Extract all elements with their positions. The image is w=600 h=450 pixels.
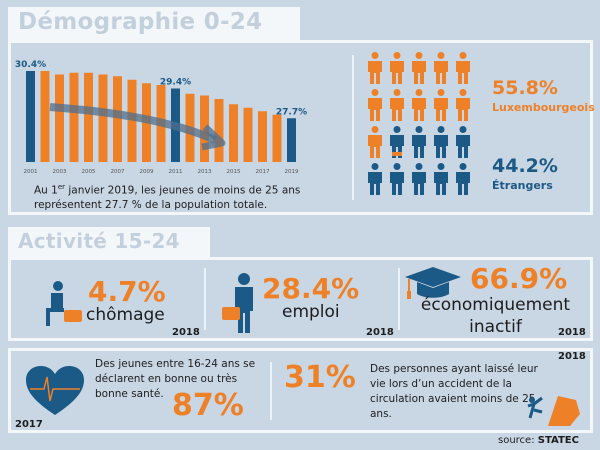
divider [352,55,354,200]
tick-label-2003: 2003 [53,169,67,175]
luxembourgeois-label: Luxembourgeois [492,101,595,114]
emploi-value: 28.4% [262,272,360,305]
bar-2015 [229,104,238,162]
health-text: Des jeunes entre 16-24 ans se déclarent … [95,358,256,400]
bar-2003 [55,74,64,162]
activite-panel [8,257,593,341]
chart-caption: Au 1er janvier 2019, les jeunes de moins… [34,180,324,212]
bar-2004 [69,72,79,162]
bar-2007 [113,76,122,162]
data-label-2019: 27.7% [276,107,307,117]
person-icon [454,163,472,199]
person-icon [366,126,384,162]
bar-2005 [84,72,93,162]
person-icon [432,52,450,88]
person-icon [388,89,406,125]
person-icon [388,52,406,88]
source-name: STATEC [537,435,579,446]
tick-label-2001: 2001 [24,169,38,175]
person-icon [454,126,472,162]
etrangers-label: Étrangers [492,179,553,192]
population-share-bar-chart: 30.4% 2001 2003 2005 2007 2009 29.4% 2011 2013 20… [15,60,307,175]
person-icon [410,126,428,162]
person-icon [388,163,406,199]
person-icon [410,163,428,199]
divider [398,268,400,330]
person-icon [410,52,428,88]
bar-2006 [98,74,108,162]
source-credit: source: STATEC [498,435,579,446]
tick-label-2017: 2017 [256,169,270,175]
data-label-2011: 29.4% [160,78,191,88]
health-value: 87% [172,388,244,423]
bar-2017 [258,111,267,162]
caption-text: janvier 2019, les jeunes de moins de 25 … [34,184,301,211]
person-icon [388,126,406,162]
seated-person-icon [46,281,82,326]
tick-label-2013: 2013 [198,169,212,175]
chomage-label: chômage [86,305,165,325]
health-year: 2017 [15,419,43,430]
source-prefix: source: [498,435,538,446]
bar-2008 [127,79,137,162]
tick-label-2019: 2019 [285,169,299,175]
divider [270,362,272,420]
chomage-year: 2018 [172,327,200,338]
road-value: 31% [284,360,356,395]
road-text: Des personnes ayant laissé leur vie lors… [370,363,538,420]
person-icon [454,89,472,125]
bar-2019 [287,118,296,162]
road-year: 2018 [558,351,586,362]
person-icon [454,52,472,88]
section-title-activite: Activité 15-24 ans [8,227,210,277]
caption-prefix: Au 1 [34,184,58,197]
people-pictogram [366,52,476,197]
person-icon [366,52,384,88]
tick-label-2015: 2015 [227,169,241,175]
person-icon [366,163,384,199]
trend-arrow [49,103,217,144]
section-title-demographie: Démographie 0-24 ans [8,7,300,61]
chomage-value: 4.7% [88,275,166,308]
tick-label-2007: 2007 [111,169,125,175]
bar-2018 [272,114,282,162]
bar-2002 [40,71,50,162]
person-icon [410,89,428,125]
person-icon [432,126,450,162]
person-icon [366,89,384,125]
bar-2016 [243,107,253,162]
emploi-year: 2018 [366,327,394,338]
person-icon [432,89,450,125]
car-accident-icon [527,396,580,426]
sante-accidents-panel [8,348,593,433]
divider [204,268,206,330]
tick-label-2011: 2011 [169,169,183,175]
data-label-2001: 30.4% [15,60,46,70]
inactif-year: 2018 [558,327,586,338]
etrangers-percent: 44.2% [492,155,558,177]
inactif-value: 66.9% [470,262,568,295]
worker-with-briefcase-icon [222,273,253,333]
graduation-cap-icon [405,267,461,299]
person-icon [432,163,450,199]
emploi-label: emploi [282,302,340,322]
tick-label-2009: 2009 [140,169,154,175]
heart-pulse-icon [26,366,84,415]
trend-arrow-head [201,124,226,151]
luxembourgeois-percent: 55.8% [492,77,558,99]
bar-2001 [26,71,35,162]
tick-label-2005: 2005 [82,169,96,175]
inactif-label: économiquement inactif [420,295,571,337]
bar-2014 [214,99,224,162]
caption-sup: er [57,183,66,191]
